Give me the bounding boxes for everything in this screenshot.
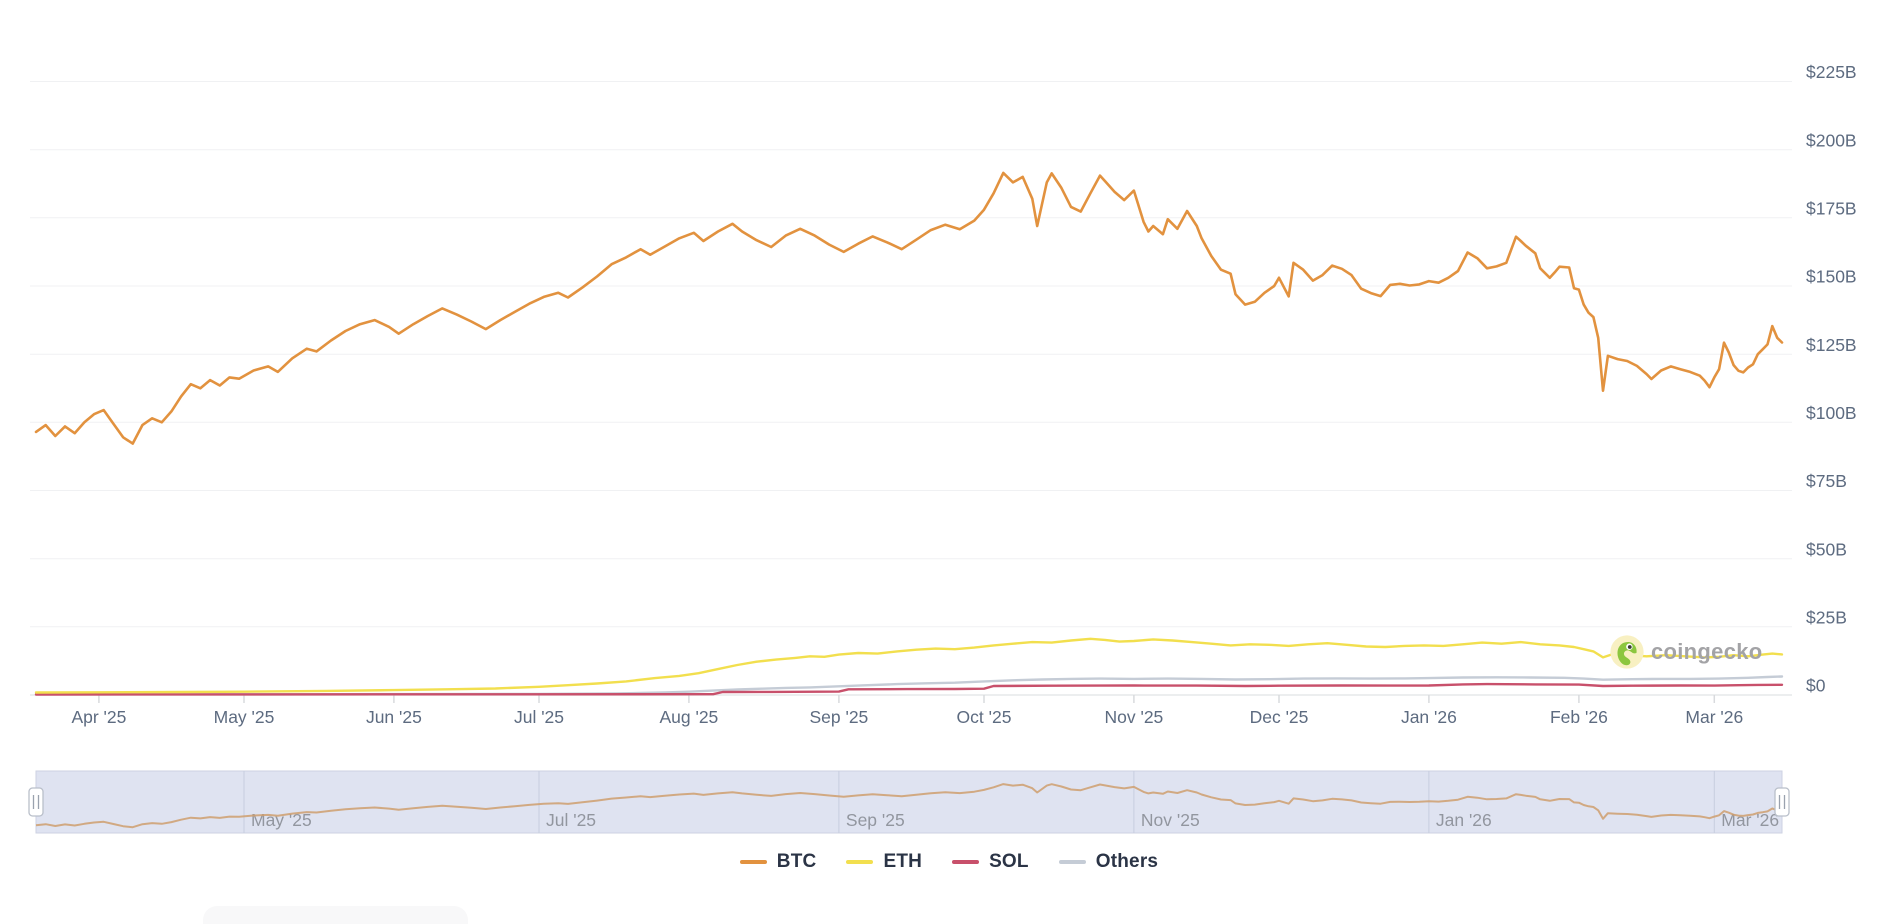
navigator-month-label: Sep '25: [846, 810, 905, 830]
sol-line-swatch: [952, 860, 980, 864]
btc-legend-label: BTC: [776, 851, 817, 872]
range-navigator[interactable]: May '25 Jul '25 Sep '25 Nov '25 Jan '26 Mar '…: [28, 770, 1790, 834]
x-axis-label: Feb '26: [1550, 707, 1608, 727]
btc-series-line: [34, 171, 1784, 445]
x-axis-label: Jul '25: [514, 707, 564, 727]
others-line-swatch: [1058, 860, 1086, 864]
legend-item-btc[interactable]: BTC: [739, 851, 817, 873]
y-axis-label: $0: [1806, 676, 1826, 696]
navigator-month-label: Nov '25: [1141, 810, 1200, 830]
chart-legend: BTC ETH SOL Others: [0, 851, 1898, 873]
sol-series-line: [34, 682, 1784, 696]
legend-item-others[interactable]: Others: [1058, 851, 1159, 873]
coingecko-watermark-text: coingecko: [1651, 639, 1763, 664]
y-axis-label: $100B: [1806, 403, 1857, 423]
y-axis-label: $150B: [1806, 267, 1857, 287]
legend-item-eth[interactable]: ETH: [846, 851, 922, 873]
navigator-month-label: Jul '25: [546, 810, 596, 830]
x-axis-label: Mar '26: [1685, 707, 1743, 727]
y-axis-label: $75B: [1806, 471, 1847, 491]
navigator-selected-range[interactable]: [35, 770, 1783, 834]
x-axis-label: Oct '25: [957, 707, 1012, 727]
eth-series-line: [34, 637, 1784, 694]
legend-item-sol[interactable]: SOL: [952, 851, 1029, 873]
others-series-line: [34, 675, 1784, 696]
x-axis-label: Sep '25: [809, 707, 868, 727]
eth-legend-label: ETH: [883, 851, 923, 872]
sol-legend-label: SOL: [989, 851, 1029, 872]
eth-line-swatch: [846, 860, 874, 864]
x-axis-label: Nov '25: [1105, 707, 1164, 727]
x-axis-label: May '25: [214, 707, 275, 727]
y-axis-label: $125B: [1806, 335, 1857, 355]
y-axis-label: $200B: [1806, 130, 1857, 150]
y-axis-label: $225B: [1806, 62, 1857, 82]
x-axis-label: Jan '26: [1401, 707, 1457, 727]
navigator-right-handle[interactable]: [1774, 787, 1790, 817]
others-legend-label: Others: [1095, 851, 1159, 872]
x-axis-label: Aug '25: [659, 707, 718, 727]
bottom-edge-tooltip-remnant: [203, 906, 468, 924]
navigator-month-label: Jan '26: [1436, 810, 1492, 830]
btc-line-swatch: [739, 860, 767, 864]
coingecko-watermark: coingecko: [1608, 633, 1763, 671]
y-axis-label: $175B: [1806, 198, 1857, 218]
navigator-btc-line: [35, 783, 1783, 829]
y-axis-label: $25B: [1806, 607, 1847, 627]
navigator-left-handle[interactable]: [28, 787, 44, 817]
y-axis-label: $50B: [1806, 539, 1847, 559]
x-axis-label: Apr '25: [71, 707, 126, 727]
x-axis-label: Dec '25: [1250, 707, 1309, 727]
x-axis-label: Jun '25: [366, 707, 422, 727]
coingecko-gecko-icon: [1610, 635, 1644, 669]
